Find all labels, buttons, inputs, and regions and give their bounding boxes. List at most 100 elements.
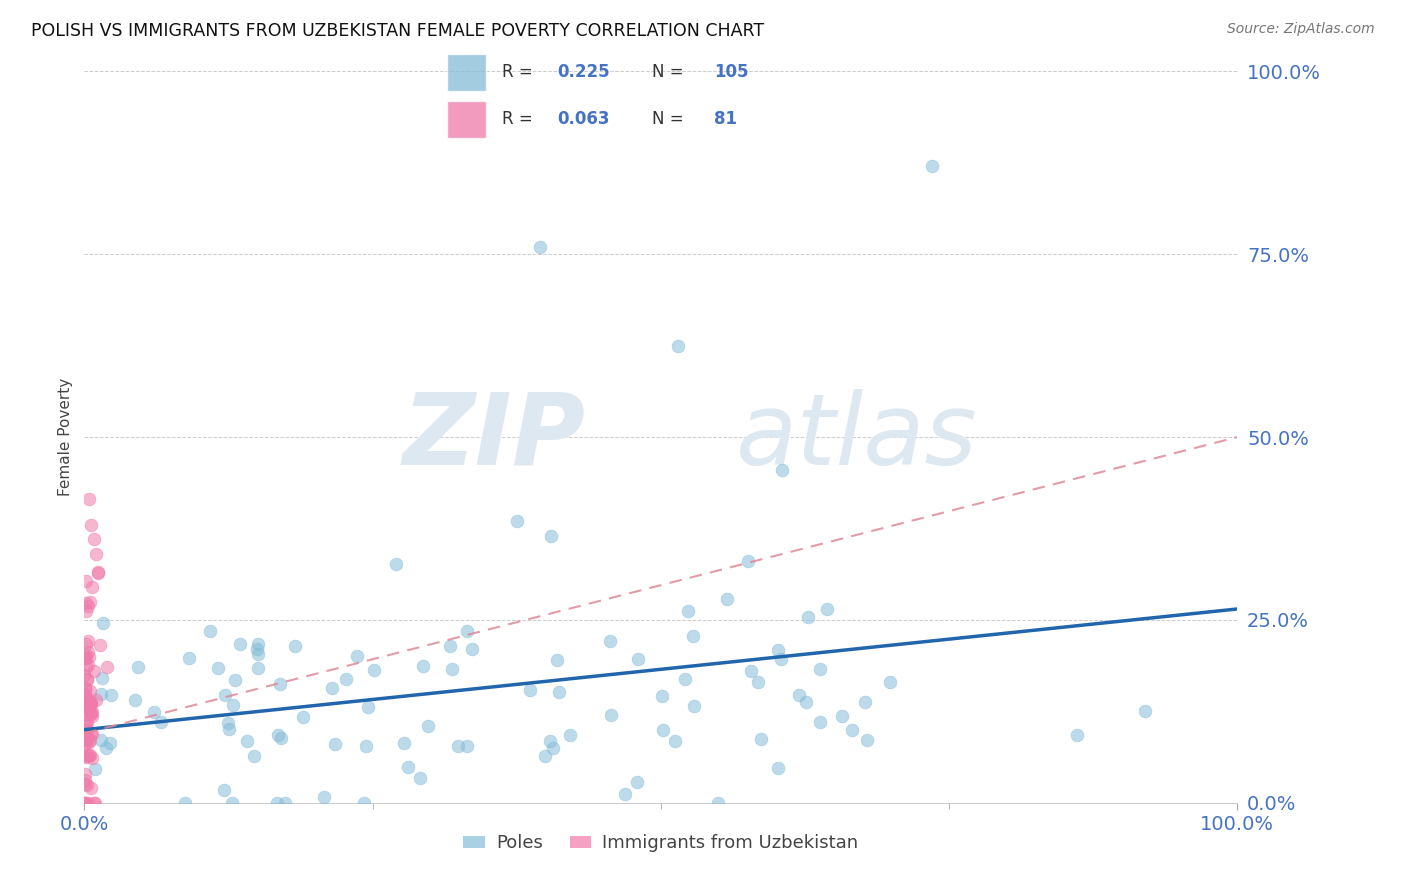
Text: 0.063: 0.063 — [558, 111, 610, 128]
Point — [346, 649, 368, 664]
Point — [794, 696, 817, 710]
Point — [77, 492, 100, 507]
Point — [84, 762, 107, 776]
Point — [627, 652, 650, 666]
Point — [150, 714, 173, 729]
Point — [75, 699, 97, 714]
Point — [80, 725, 103, 739]
Point — [335, 672, 357, 686]
Point — [321, 681, 343, 695]
Point — [73, 727, 96, 741]
Point — [676, 604, 699, 618]
Point — [856, 732, 879, 747]
Point — [222, 698, 245, 712]
Point — [79, 683, 101, 698]
Point — [80, 705, 103, 719]
Point — [626, 774, 648, 789]
Point — [270, 731, 292, 746]
Point — [79, 594, 101, 608]
Point — [266, 796, 288, 810]
Point — [79, 733, 101, 747]
Point — [749, 732, 772, 747]
Text: 0.225: 0.225 — [558, 63, 610, 81]
Bar — [447, 101, 486, 138]
Point — [79, 735, 101, 749]
Point — [73, 689, 96, 703]
Point — [84, 796, 107, 810]
Text: POLISH VS IMMIGRANTS FROM UZBEKISTAN FEMALE POVERTY CORRELATION CHART: POLISH VS IMMIGRANTS FROM UZBEKISTAN FEM… — [31, 22, 763, 40]
Point — [682, 629, 704, 643]
Point — [456, 624, 478, 639]
Point — [75, 574, 97, 589]
Point — [274, 796, 297, 810]
Point — [96, 741, 118, 756]
Point — [221, 796, 243, 810]
Point — [77, 633, 100, 648]
Point — [447, 739, 470, 753]
Point — [82, 580, 104, 594]
Point — [75, 718, 97, 732]
Point — [284, 640, 307, 654]
Point — [98, 736, 121, 750]
Point — [82, 751, 104, 765]
Point — [84, 692, 107, 706]
Point — [75, 796, 97, 810]
Point — [100, 688, 122, 702]
Point — [76, 778, 98, 792]
Point — [354, 739, 377, 753]
Point — [737, 554, 759, 568]
Point — [921, 160, 943, 174]
Point — [73, 767, 96, 781]
Point — [73, 650, 96, 665]
Point — [73, 772, 96, 787]
Point — [439, 640, 461, 654]
Point — [841, 723, 863, 738]
Point — [75, 736, 97, 750]
Text: Source: ZipAtlas.com: Source: ZipAtlas.com — [1227, 22, 1375, 37]
Text: N =: N = — [652, 63, 689, 81]
Point — [75, 736, 97, 750]
Point — [73, 749, 96, 764]
Point — [75, 717, 97, 731]
Point — [93, 615, 115, 630]
Point — [143, 706, 166, 720]
Point — [73, 668, 96, 682]
Point — [266, 728, 288, 742]
Point — [76, 796, 98, 810]
Point — [214, 689, 236, 703]
Point — [75, 733, 97, 747]
Point — [323, 737, 346, 751]
Point — [75, 648, 97, 662]
Point — [1066, 728, 1088, 742]
Point — [716, 591, 738, 606]
Point — [396, 760, 419, 774]
Point — [519, 682, 541, 697]
Point — [80, 697, 103, 711]
Point — [787, 688, 810, 702]
Point — [76, 723, 98, 738]
Point — [831, 709, 853, 723]
Point — [127, 660, 149, 674]
Legend: Poles, Immigrants from Uzbekistan: Poles, Immigrants from Uzbekistan — [456, 827, 866, 860]
Point — [229, 637, 252, 651]
Point — [666, 338, 689, 352]
Point — [456, 739, 478, 754]
Point — [76, 673, 98, 687]
Point — [879, 674, 901, 689]
Point — [83, 665, 105, 679]
Point — [412, 659, 434, 673]
Point — [87, 566, 110, 580]
Point — [177, 651, 200, 665]
Point — [75, 750, 97, 764]
Point — [75, 604, 97, 618]
Point — [385, 557, 408, 571]
Point — [363, 664, 385, 678]
Point — [651, 690, 673, 704]
Point — [124, 692, 146, 706]
Point — [540, 529, 562, 543]
Point — [673, 673, 696, 687]
Point — [73, 702, 96, 716]
Point — [174, 796, 197, 810]
Point — [207, 661, 229, 675]
Point — [740, 664, 762, 678]
